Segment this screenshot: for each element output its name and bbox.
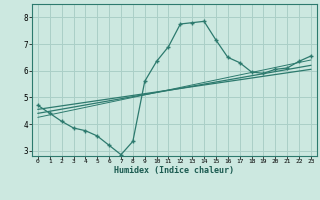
- X-axis label: Humidex (Indice chaleur): Humidex (Indice chaleur): [115, 166, 234, 175]
